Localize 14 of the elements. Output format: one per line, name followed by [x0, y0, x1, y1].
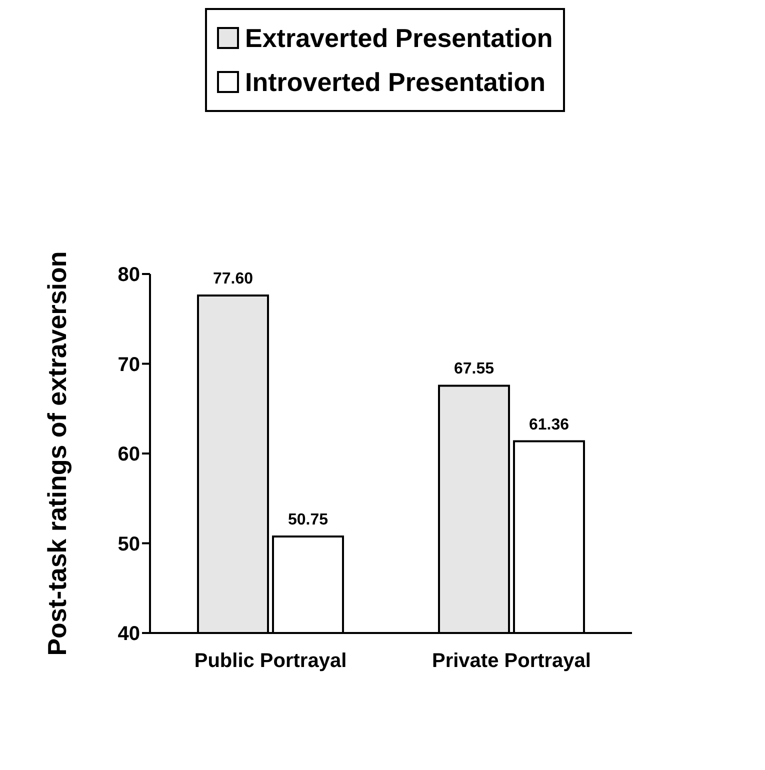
data-label: 77.60 — [212, 270, 254, 288]
y-tick-label: 70 — [118, 354, 140, 376]
y-tick-label: 60 — [118, 444, 140, 466]
y-tick-label: 80 — [118, 264, 140, 286]
x-tick-label: Public Portrayal — [194, 650, 347, 672]
data-label: 67.55 — [454, 360, 494, 378]
x-tick-label: Private Portrayal — [432, 650, 591, 672]
y-tick-label: 50 — [118, 533, 140, 556]
y-tick-label: 40 — [118, 623, 140, 646]
y-axis-title: Post-task ratings of extraversion — [42, 251, 72, 656]
data-label: 61.36 — [528, 416, 570, 434]
data-label: 50.75 — [288, 512, 328, 529]
legend-label: Extraverted Presentation — [245, 22, 553, 55]
legend-label: Introverted Presentation — [245, 66, 546, 99]
